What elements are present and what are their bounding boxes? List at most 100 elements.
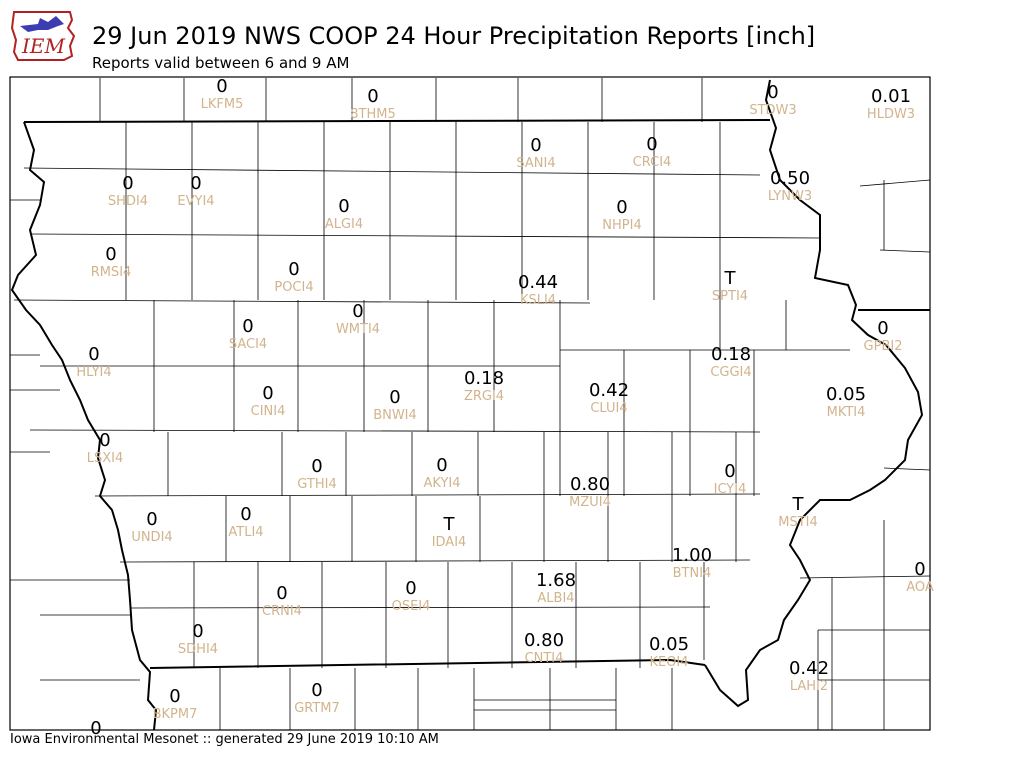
station-id-label: CINI4 (251, 404, 286, 419)
station-value: 0 (367, 86, 378, 107)
station-id-label: CRNI4 (262, 604, 302, 619)
station-value: 0.80 (524, 630, 564, 651)
station-value: 0.18 (711, 344, 751, 365)
station-id-label: MZUI4 (569, 495, 611, 510)
station-value: 0 (311, 680, 322, 701)
station-value: 0.18 (464, 368, 504, 389)
station-value: 1.00 (672, 545, 712, 566)
station-value: 0 (99, 430, 110, 451)
page-title: 29 Jun 2019 NWS COOP 24 Hour Precipitati… (92, 22, 816, 50)
station-id-label: GRTM7 (294, 701, 340, 716)
station-value: 0.44 (518, 272, 558, 293)
station-value: 0 (192, 621, 203, 642)
station-value: 0.42 (589, 380, 629, 401)
station-value: 0 (389, 387, 400, 408)
station-value: 0 (262, 383, 273, 404)
station-id-label: MKTI4 (827, 405, 866, 420)
station-id-label: CLUI4 (590, 401, 627, 416)
station-value: 0 (288, 259, 299, 280)
station-id-label: RMSI4 (91, 265, 132, 280)
station-id-label: CNTI4 (525, 651, 564, 666)
station-id-label: LYNW3 (768, 189, 812, 204)
station-id-label: KEOI4 (649, 655, 688, 670)
state-boundaries (10, 79, 930, 731)
station-id-label: ICYI4 (714, 482, 747, 497)
station-value: T (792, 494, 805, 515)
station-id-label: CRCI4 (633, 155, 672, 170)
station-value: 0 (88, 344, 99, 365)
station-value: 0 (242, 316, 253, 337)
station-unlabeled: 0 (90, 718, 101, 739)
station-id-label: GTHI4 (297, 477, 336, 492)
station-value: 0.80 (570, 474, 610, 495)
station-value: 0 (877, 318, 888, 339)
station-id-label: SANI4 (516, 156, 555, 171)
station-id-label: LSXI4 (87, 451, 124, 466)
station-id-label: SACI4 (229, 337, 267, 352)
station-value: T (443, 514, 456, 535)
station-value: 0 (914, 559, 925, 580)
station-value: 0 (530, 135, 541, 156)
station-id-label: ALGI4 (325, 217, 363, 232)
station-value: 0.01 (871, 86, 911, 107)
station-value: 0 (169, 686, 180, 707)
station-value: 0 (276, 583, 287, 604)
station-id-label: AOA (906, 580, 934, 595)
station-id-label: MSTI4 (778, 515, 818, 530)
station-id-label: WMTI4 (336, 322, 380, 337)
station-id-label: SPTI4 (712, 289, 748, 304)
station-value: 0 (146, 509, 157, 530)
station-value: 0.05 (826, 384, 866, 405)
station-id-label: ZRGI4 (464, 389, 504, 404)
station-value: 1.68 (536, 570, 576, 591)
station-id-label: OSEI4 (392, 599, 431, 614)
station-id-label: HLDW3 (867, 107, 915, 122)
station-value: 0 (616, 197, 627, 218)
station-value: 0.50 (770, 168, 810, 189)
station-value: 0 (405, 578, 416, 599)
station-value: 0.05 (649, 634, 689, 655)
page-subtitle: Reports valid between 6 and 9 AM (92, 54, 350, 72)
station-value: 0 (90, 718, 101, 739)
station-id-label: KSLI4 (520, 293, 556, 308)
station-value: 0 (724, 461, 735, 482)
station-id-label: NHPI4 (602, 218, 641, 233)
footer-credit: Iowa Environmental Mesonet :: generated … (10, 732, 439, 747)
station-id-label: BKPM7 (153, 707, 198, 722)
station-value: T (724, 268, 737, 289)
